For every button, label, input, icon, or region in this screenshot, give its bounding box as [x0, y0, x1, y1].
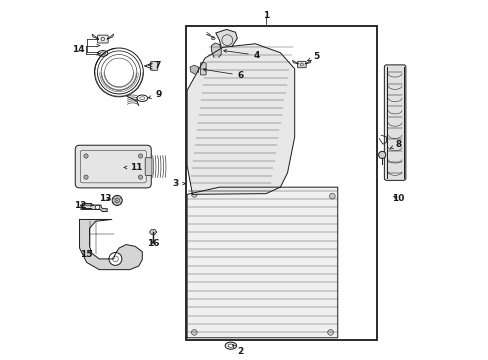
Text: 6: 6 — [203, 68, 244, 80]
Text: 12: 12 — [74, 201, 86, 210]
Circle shape — [112, 195, 122, 206]
Text: 10: 10 — [392, 194, 404, 203]
Polygon shape — [92, 34, 99, 39]
Circle shape — [329, 193, 335, 199]
Polygon shape — [81, 205, 107, 212]
Polygon shape — [305, 60, 310, 64]
FancyBboxPatch shape — [75, 145, 151, 188]
Polygon shape — [187, 44, 294, 194]
Circle shape — [138, 154, 142, 158]
Polygon shape — [211, 43, 221, 57]
Circle shape — [378, 151, 385, 158]
Polygon shape — [292, 60, 298, 64]
Circle shape — [83, 154, 88, 158]
Ellipse shape — [228, 344, 233, 347]
Text: 9: 9 — [148, 90, 162, 99]
Text: 11: 11 — [124, 163, 142, 172]
Text: 13: 13 — [99, 194, 111, 203]
Text: 15: 15 — [81, 250, 93, 259]
Bar — [186, 26, 376, 339]
Ellipse shape — [224, 342, 236, 349]
Text: 1: 1 — [263, 10, 268, 19]
Polygon shape — [187, 187, 337, 338]
Polygon shape — [215, 30, 237, 47]
Text: 14: 14 — [72, 45, 85, 54]
Circle shape — [95, 205, 100, 210]
Polygon shape — [149, 230, 156, 234]
FancyBboxPatch shape — [97, 35, 108, 43]
Text: 3: 3 — [172, 179, 185, 188]
Circle shape — [327, 329, 333, 335]
Text: 4: 4 — [223, 50, 260, 60]
FancyBboxPatch shape — [150, 62, 158, 70]
Polygon shape — [107, 34, 113, 39]
Circle shape — [83, 175, 88, 179]
Circle shape — [191, 192, 197, 197]
FancyBboxPatch shape — [384, 65, 405, 180]
FancyBboxPatch shape — [297, 61, 305, 68]
Circle shape — [115, 198, 119, 203]
Text: 2: 2 — [232, 345, 243, 356]
Circle shape — [191, 329, 197, 335]
Polygon shape — [190, 65, 198, 74]
Text: 5: 5 — [307, 52, 319, 61]
Circle shape — [109, 252, 122, 265]
Ellipse shape — [211, 37, 215, 40]
Text: 7: 7 — [148, 61, 161, 70]
FancyBboxPatch shape — [145, 158, 152, 175]
Polygon shape — [80, 220, 142, 270]
Text: 8: 8 — [389, 140, 401, 149]
Text: 16: 16 — [146, 239, 159, 248]
Circle shape — [138, 175, 142, 179]
FancyBboxPatch shape — [200, 63, 206, 75]
